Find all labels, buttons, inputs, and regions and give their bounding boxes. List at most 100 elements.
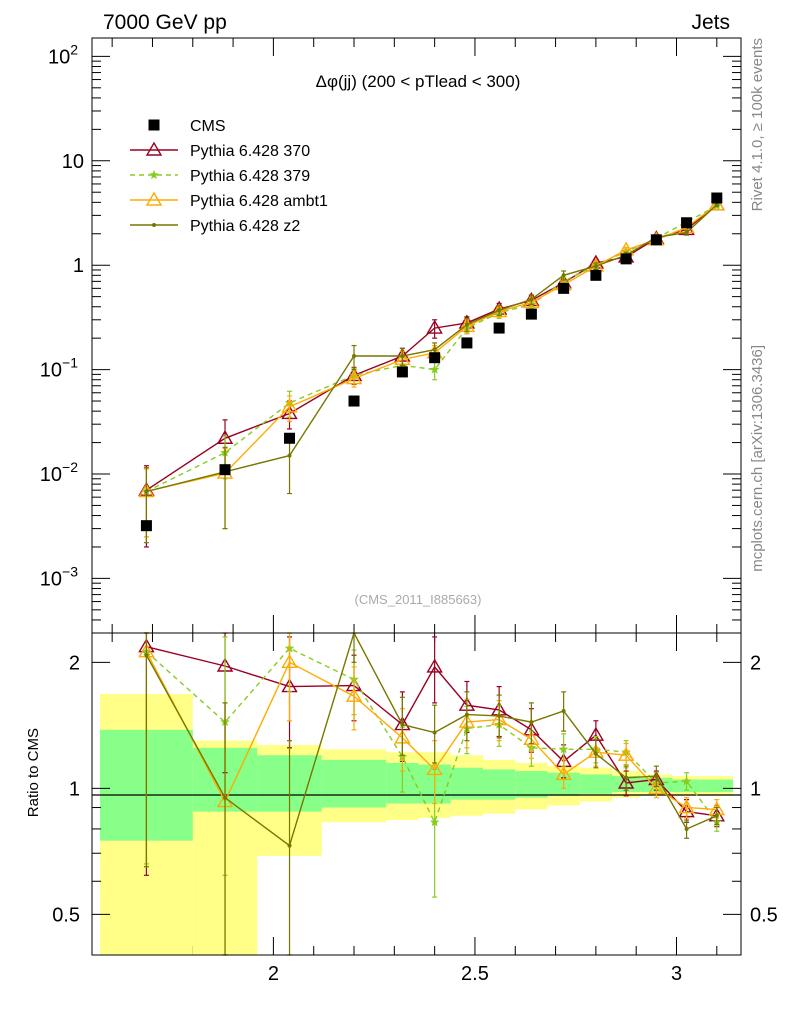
- point-cms: [493, 322, 505, 334]
- legend-marker-ambt1: [145, 191, 163, 206]
- ratio-point-z2: [287, 843, 292, 848]
- point-p379: [429, 364, 440, 374]
- ratio-point-ambt1: [678, 799, 695, 814]
- series-p370: [138, 196, 726, 548]
- point-z2: [464, 322, 469, 327]
- point-ambt1: [708, 196, 726, 211]
- ratio-point-p370: [426, 658, 443, 673]
- legend-marker-cms: [148, 119, 160, 131]
- point-cms: [284, 432, 296, 444]
- ratio-y-label-right: 0.5: [750, 904, 778, 926]
- y-tick-exponent: −3: [62, 563, 78, 579]
- ratio-point-ambt1: [523, 730, 540, 745]
- band-inner-bin: [579, 774, 613, 794]
- energy-label: 7000 GeV pp: [103, 11, 227, 34]
- legend: CMS Pythia 6.428 370 Pythia 6.428 379 Pythi…: [130, 118, 328, 235]
- point-cms: [348, 395, 360, 407]
- ratio-point-ambt1: [617, 746, 635, 761]
- ratio-point-ambt1: [345, 687, 363, 702]
- point-z2: [714, 202, 719, 207]
- y-tick-base: 10: [40, 464, 62, 486]
- ratio-point-z2: [624, 775, 629, 780]
- ratio-y-label-left: 1: [69, 778, 80, 800]
- ratio-point-z2: [561, 709, 566, 714]
- chart-title: Δφ(jj) (200 < pTlead < 300): [316, 72, 521, 91]
- ratio-point-p379: [429, 817, 440, 827]
- ratio-uncertainty-bands: [100, 694, 733, 955]
- point-cms: [620, 253, 632, 265]
- point-cms: [711, 192, 723, 204]
- ratio-point-ambt1: [555, 765, 572, 781]
- x-tick-label: 2.5: [461, 963, 489, 985]
- point-z2: [684, 230, 689, 235]
- point-ambt1: [490, 303, 508, 318]
- ratio-point-ambt1: [648, 779, 665, 795]
- ratio-point-z2: [593, 751, 598, 756]
- point-ambt1: [281, 398, 298, 413]
- y-tick-base: 10: [40, 360, 62, 382]
- category-label: Jets: [691, 11, 730, 34]
- point-z2: [432, 347, 437, 352]
- legend-label-p370: Pythia 6.428 370: [190, 143, 310, 160]
- ratio-point-z2: [654, 774, 659, 779]
- series-line-ambt1: [146, 204, 718, 493]
- y-tick-label: 10−3: [40, 563, 78, 590]
- point-ambt1: [345, 370, 363, 385]
- ratio-point-z2: [464, 712, 469, 717]
- ratio-point-z2: [529, 720, 534, 725]
- y-tick-label: 1: [73, 255, 84, 277]
- point-z2: [497, 308, 502, 313]
- legend-label-ambt1: Pythia 6.428 ambt1: [190, 193, 328, 210]
- ratio-point-z2: [497, 713, 502, 718]
- y-tick-exponent: 2: [70, 41, 78, 57]
- ratio-point-z2: [714, 813, 719, 818]
- y-tick-label: 10−2: [40, 459, 78, 486]
- point-cms: [525, 308, 537, 320]
- x-tick-label: 3: [671, 963, 682, 985]
- mcplots-info: mcplots.cern.ch [arXiv:1306.3436]: [749, 345, 766, 572]
- ratio-series: [138, 631, 726, 956]
- analysis-label: (CMS_2011_I885663): [355, 592, 482, 607]
- ratio-axis-label: Ratio to CMS: [25, 728, 42, 817]
- band-inner-bin: [450, 767, 484, 800]
- ratio-point-z2: [400, 722, 405, 727]
- legend-item-p379: Pythia 6.428 379: [130, 168, 310, 185]
- band-inner-bin: [321, 759, 387, 808]
- series-cms: [140, 192, 723, 532]
- y-tick-label: 102: [48, 41, 78, 68]
- legend-label-cms: CMS: [190, 118, 226, 135]
- band-inner-bin: [515, 771, 548, 798]
- point-z2: [561, 273, 566, 278]
- point-z2: [144, 489, 149, 494]
- ratio-point-z2: [684, 826, 689, 831]
- legend-marker-p379: [149, 170, 159, 179]
- point-cms: [650, 234, 662, 246]
- y-tick-exponent: −2: [62, 459, 78, 475]
- point-cms: [590, 269, 602, 281]
- ratio-y-label-left: 0.5: [52, 904, 80, 926]
- legend-marker-z2: [152, 223, 156, 227]
- point-cms: [558, 282, 570, 294]
- point-z2: [352, 353, 357, 358]
- legend-item-z2: Pythia 6.428 z2: [130, 218, 300, 235]
- y-tick-exponent: −1: [62, 355, 78, 371]
- ratio-point-ambt1: [426, 761, 443, 776]
- point-z2: [529, 297, 534, 302]
- y-tick-base: 10: [48, 46, 70, 68]
- ratio-series-z2: [143, 631, 720, 956]
- header-labels: 7000 GeV pp Jets Rivet 4.1.0, ≥ 100k eve…: [103, 11, 766, 572]
- point-cms: [461, 337, 473, 349]
- point-ambt1: [523, 294, 540, 309]
- y-tick-base: 10: [40, 568, 62, 590]
- legend-item-ambt1: Pythia 6.428 ambt1: [130, 191, 328, 210]
- point-cms: [219, 464, 231, 476]
- point-z2: [400, 353, 405, 358]
- ratio-point-ambt1: [281, 653, 298, 669]
- ratio-point-p379: [558, 744, 569, 754]
- point-p370: [426, 319, 443, 334]
- legend-label-p379: Pythia 6.428 379: [190, 168, 310, 185]
- ratio-point-z2: [144, 653, 149, 658]
- point-cms: [396, 366, 408, 378]
